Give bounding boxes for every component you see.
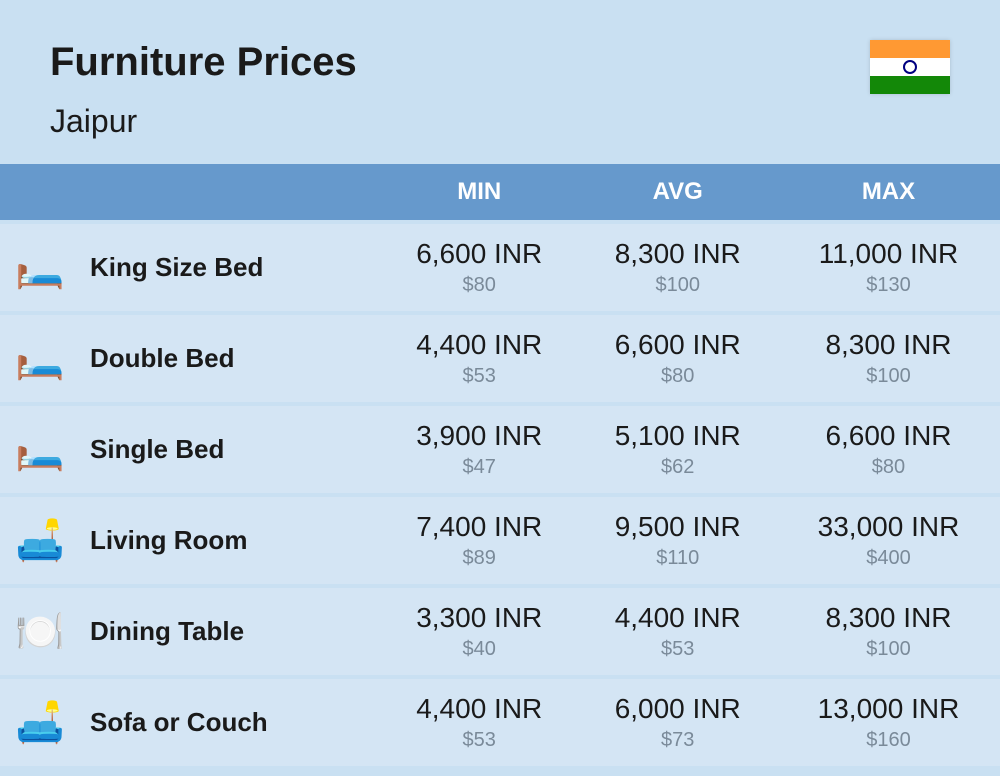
price-usd: $110 (578, 547, 776, 570)
flag-saffron (870, 40, 950, 58)
price-inr: 4,400 INR (578, 602, 776, 634)
price-cell-avg: 5,100 INR $62 (578, 406, 776, 493)
item-label: Single Bed (80, 406, 380, 493)
table-row: 🛏️Double Bed4,400 INR $536,600 INR $808,30… (0, 315, 1000, 402)
table-row: 🛋️Living Room7,400 INR $899,500 INR $11033… (0, 497, 1000, 584)
price-usd: $53 (578, 638, 776, 661)
furniture-icon: 🛋️ (0, 497, 80, 584)
price-cell-max: 8,300 INR $100 (777, 315, 1000, 402)
price-usd: $53 (380, 729, 578, 752)
price-cell-min: 4,400 INR $53 (380, 679, 578, 766)
price-cell-max: 11,000 INR $130 (777, 224, 1000, 311)
price-cell-max: 8,300 INR $100 (777, 588, 1000, 675)
col-icon (0, 164, 80, 220)
price-usd: $100 (578, 274, 776, 297)
table-row: 🛋️Sofa or Couch4,400 INR $536,000 INR $731… (0, 679, 1000, 766)
price-cell-avg: 6,600 INR $80 (578, 315, 776, 402)
item-label: Sofa or Couch (80, 679, 380, 766)
price-usd: $130 (777, 274, 1000, 297)
price-usd: $53 (380, 365, 578, 388)
page-title: Furniture Prices (50, 40, 357, 85)
price-cell-avg: 8,300 INR $100 (578, 224, 776, 311)
table-row: 🛏️Single Bed3,900 INR $475,100 INR $626,60… (0, 406, 1000, 493)
price-cell-avg: 4,400 INR $53 (578, 588, 776, 675)
item-label: Living Room (80, 497, 380, 584)
price-inr: 8,300 INR (777, 602, 1000, 634)
price-cell-avg: 6,000 INR $73 (578, 679, 776, 766)
price-inr: 5,100 INR (578, 420, 776, 452)
price-inr: 4,400 INR (380, 329, 578, 361)
col-item (80, 164, 380, 220)
price-usd: $89 (380, 547, 578, 570)
price-table: MIN AVG MAX 🛏️King Size Bed6,600 INR$808… (0, 160, 1000, 770)
price-inr: 13,000 INR (777, 693, 1000, 725)
price-usd: $80 (578, 365, 776, 388)
furniture-icon: 🍽️ (0, 588, 80, 675)
table-header-row: MIN AVG MAX (0, 164, 1000, 220)
price-usd: $80 (777, 456, 1000, 479)
price-inr: 9,500 INR (578, 511, 776, 543)
price-usd: $73 (578, 729, 776, 752)
flag-green (870, 76, 950, 94)
table-row: 🛏️King Size Bed6,600 INR $808,300 INR $100… (0, 224, 1000, 311)
price-cell-max: 6,600 INR $80 (777, 406, 1000, 493)
price-usd: $100 (777, 638, 1000, 661)
price-usd: $47 (380, 456, 578, 479)
price-cell-min: 3,300 INR $40 (380, 588, 578, 675)
furniture-icon: 🛋️ (0, 679, 80, 766)
price-inr: 3,900 INR (380, 420, 578, 452)
item-label: King Size Bed (80, 224, 380, 311)
col-max: MAX (777, 164, 1000, 220)
price-cell-max: 33,000 INR $400 (777, 497, 1000, 584)
price-inr: 11,000 INR (777, 238, 1000, 270)
price-inr: 4,400 INR (380, 693, 578, 725)
price-cell-min: 6,600 INR $80 (380, 224, 578, 311)
flag-white (870, 58, 950, 76)
price-cell-avg: 9,500 INR $110 (578, 497, 776, 584)
price-cell-min: 3,900 INR $47 (380, 406, 578, 493)
price-cell-min: 4,400 INR $53 (380, 315, 578, 402)
price-usd: $160 (777, 729, 1000, 752)
col-min: MIN (380, 164, 578, 220)
price-inr: 33,000 INR (777, 511, 1000, 543)
header: Furniture Prices Jaipur (0, 0, 1000, 160)
price-inr: 7,400 INR (380, 511, 578, 543)
price-usd: $40 (380, 638, 578, 661)
price-cell-min: 7,400 INR $89 (380, 497, 578, 584)
header-text: Furniture Prices Jaipur (50, 40, 357, 140)
india-flag-icon (870, 40, 950, 94)
price-usd: $400 (777, 547, 1000, 570)
price-inr: 6,600 INR (380, 238, 578, 270)
price-inr: 6,000 INR (578, 693, 776, 725)
price-inr: 8,300 INR (777, 329, 1000, 361)
flag-chakra-icon (903, 60, 917, 74)
furniture-icon: 🛏️ (0, 406, 80, 493)
furniture-icon: 🛏️ (0, 315, 80, 402)
item-label: Double Bed (80, 315, 380, 402)
price-inr: 8,300 INR (578, 238, 776, 270)
price-cell-max: 13,000 INR $160 (777, 679, 1000, 766)
city-name: Jaipur (50, 103, 357, 140)
price-usd: $80 (380, 274, 578, 297)
price-inr: 6,600 INR (777, 420, 1000, 452)
price-inr: 3,300 INR (380, 602, 578, 634)
col-avg: AVG (578, 164, 776, 220)
table-row: 🍽️Dining Table3,300 INR $404,400 INR $538,… (0, 588, 1000, 675)
price-usd: $100 (777, 365, 1000, 388)
furniture-icon: 🛏️ (0, 224, 80, 311)
price-inr: 6,600 INR (578, 329, 776, 361)
item-label: Dining Table (80, 588, 380, 675)
price-usd: $62 (578, 456, 776, 479)
